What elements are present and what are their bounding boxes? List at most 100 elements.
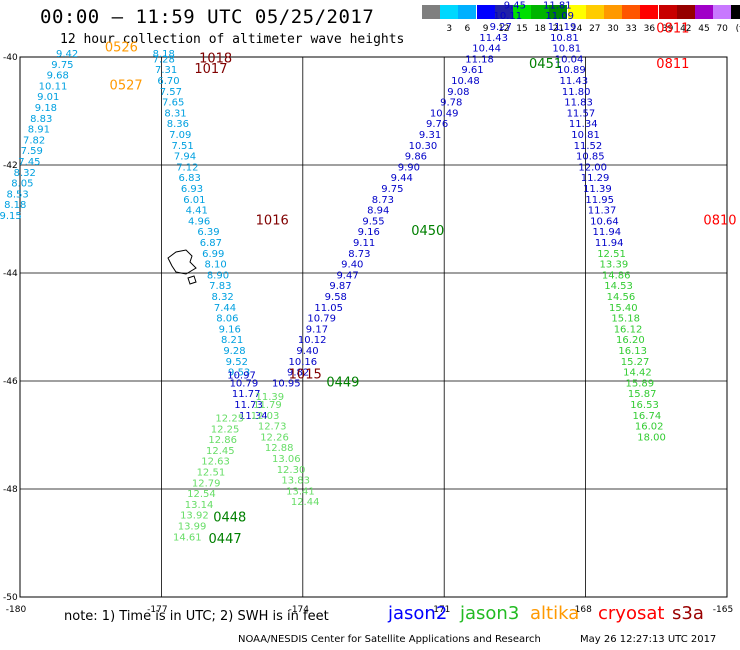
legend-s3a: s3a xyxy=(672,603,704,624)
x-tick-label: -168 xyxy=(571,605,592,615)
colorbar-label: 18 xyxy=(534,24,546,34)
wave-height-value: 8.90 xyxy=(207,270,229,281)
colorbar-swatch xyxy=(731,5,740,19)
legend-cryosat: cryosat xyxy=(598,603,665,624)
pass-time-label: 0449 xyxy=(326,375,359,390)
wave-height-value: 11.34 xyxy=(569,119,598,130)
colorbar-swatch xyxy=(658,5,677,19)
colorbar-swatch xyxy=(458,5,477,19)
colorbar-swatch xyxy=(513,5,531,19)
wave-height-value: 11.77 xyxy=(232,389,261,400)
wave-height-value: 9.52 xyxy=(226,357,248,368)
wave-height-value: 12.51 xyxy=(597,249,626,260)
pass-time-label: 0448 xyxy=(213,510,246,525)
pass-time-label: 0811 xyxy=(656,22,689,37)
wave-height-value: 10.79 xyxy=(307,314,336,325)
wave-height-value: 9.31 xyxy=(419,130,441,141)
wave-height-value: 9.08 xyxy=(447,87,469,98)
wave-height-value: 8.10 xyxy=(204,260,226,271)
wave-height-value: 14.56 xyxy=(607,292,636,303)
wave-height-value: 7.28 xyxy=(153,54,175,65)
wave-height-value: 9.75 xyxy=(51,60,73,71)
wave-height-value: 18.00 xyxy=(637,432,666,443)
wave-height-value: 10.12 xyxy=(298,335,327,346)
colorbar-swatch xyxy=(567,5,586,19)
wave-height-value: 10.79 xyxy=(230,378,259,389)
wave-height-value: 11.09 xyxy=(545,11,574,22)
wave-height-value: 12.03 xyxy=(251,411,280,422)
wave-height-value: 9.82 xyxy=(287,368,309,379)
colorbar-swatch xyxy=(440,5,459,19)
wave-height-value: 7.65 xyxy=(162,98,184,109)
wave-height-value: 6.93 xyxy=(181,184,203,195)
x-tick-label: -180 xyxy=(6,605,27,615)
wave-height-value: 13.83 xyxy=(281,476,310,487)
wave-height-value: 9.68 xyxy=(47,71,69,82)
colorbar-label: 39 xyxy=(661,24,674,34)
y-tick-label: -50 xyxy=(3,593,18,603)
wave-height-value: 9.28 xyxy=(223,346,245,357)
wave-height-value: 7.94 xyxy=(174,152,196,163)
colorbar-label: 12 xyxy=(498,24,510,34)
wave-height-value: 10.85 xyxy=(576,152,605,163)
wave-height-value: 12.73 xyxy=(258,422,287,433)
colorbar-label: 27 xyxy=(589,24,601,34)
wave-height-value: 9.15 xyxy=(0,211,22,222)
wave-height-value: 9.40 xyxy=(296,346,318,357)
pass-time-label: 1016 xyxy=(256,213,289,228)
wave-height-value: 6.01 xyxy=(183,195,205,206)
wave-height-value: 10.04 xyxy=(555,54,584,65)
wave-height-value: 6.39 xyxy=(197,227,219,238)
colorbar-label: 45 xyxy=(698,24,710,34)
y-tick-label: -40 xyxy=(3,53,18,63)
wave-height-value: 9.75 xyxy=(381,184,403,195)
colorbar-label: 6 xyxy=(464,24,471,34)
wave-height-value: 11.79 xyxy=(253,400,282,411)
colorbar-label: 9 xyxy=(482,24,489,34)
wave-height-value: 12.26 xyxy=(260,432,289,443)
colorbar-label: 15 xyxy=(516,24,528,34)
wave-height-value: 12.79 xyxy=(192,478,221,489)
wave-height-value: 7.51 xyxy=(171,141,193,152)
wave-height-value: 9.53 xyxy=(228,368,250,379)
wave-height-value: 8.83 xyxy=(30,114,52,125)
pass-time-label: 0450 xyxy=(411,224,444,239)
wave-height-value: 10.48 xyxy=(451,76,480,87)
wave-height-value: 15.87 xyxy=(628,389,657,400)
pass-time-label: 1017 xyxy=(194,62,227,77)
wave-height-value: 11.94 xyxy=(595,238,624,249)
wave-height-value: 12.44 xyxy=(291,497,320,508)
colorbar-label: 3 xyxy=(446,24,453,34)
pass-time-label: 0451 xyxy=(529,57,562,72)
wave-height-value: 9.78 xyxy=(440,98,462,109)
wave-height-value: 11.80 xyxy=(562,87,591,98)
wave-height-value: 9.11 xyxy=(353,238,375,249)
islet-outline xyxy=(187,275,197,285)
colorbar-label: 24 xyxy=(570,24,583,34)
map-title: 00:00 – 11:59 UTC 05/25/2017 xyxy=(40,6,375,28)
wave-height-value: 9.47 xyxy=(336,270,358,281)
wave-height-value: 7.83 xyxy=(209,281,231,292)
wave-height-value: 10.81 xyxy=(552,44,581,55)
wave-height-value: 8.53 xyxy=(7,189,29,200)
timestamp-text: May 26 12:27:13 UTC 2017 xyxy=(580,634,717,645)
pass-time-label: 0810 xyxy=(703,213,736,228)
wave-height-value: 10.44 xyxy=(472,44,501,55)
wave-height-value: 8.73 xyxy=(372,195,394,206)
colorbar-swatch xyxy=(531,5,550,19)
wave-height-value: 12.45 xyxy=(206,446,235,457)
wave-height-value: 16.12 xyxy=(614,324,643,335)
wave-height-value: 9.87 xyxy=(329,281,351,292)
y-tick-label: -48 xyxy=(3,485,18,495)
pass-time-label: 0447 xyxy=(209,532,242,547)
wave-height-value: 9.73 xyxy=(511,0,533,1)
wave-height-value: 10.30 xyxy=(409,141,438,152)
map-subtitle: 12 hour collection of altimeter wave hei… xyxy=(60,32,405,47)
wave-height-value: 8.21 xyxy=(221,335,243,346)
colorbar-label: 33 xyxy=(625,24,637,34)
wave-height-value: 13.06 xyxy=(272,454,301,465)
wave-height-value: 9.58 xyxy=(325,292,347,303)
wave-height-value: 8.06 xyxy=(216,314,238,325)
wave-height-value: 16.74 xyxy=(633,411,662,422)
wave-height-value: 8.32 xyxy=(212,292,234,303)
